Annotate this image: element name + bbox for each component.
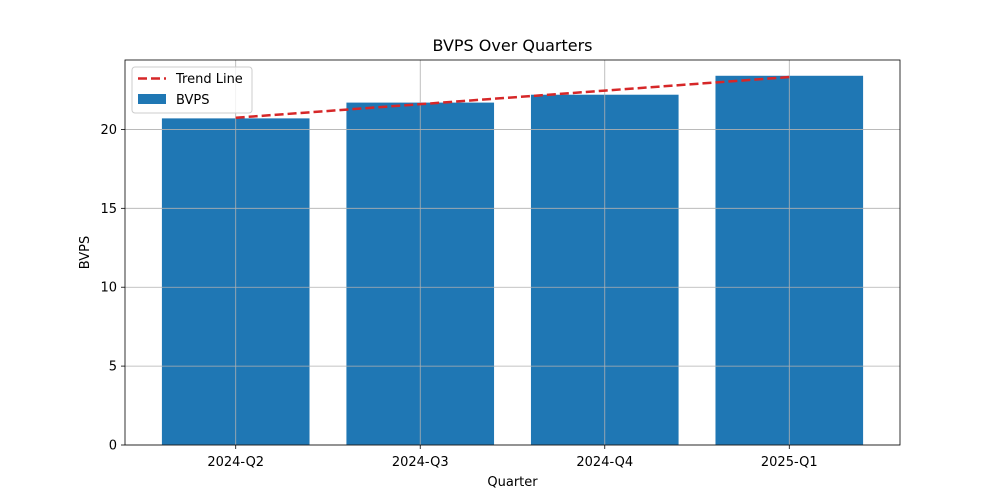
trend-layer (235, 75, 790, 119)
x-tick-label: 2024-Q3 (392, 455, 449, 470)
y-tick-label: 5 (109, 360, 117, 375)
chart-title: BVPS Over Quarters (432, 36, 592, 55)
trend-line (235, 75, 790, 119)
legend-label-trend: Trend Line (175, 72, 243, 87)
x-tick-label: 2024-Q4 (576, 455, 633, 470)
legend: Trend Line BVPS (131, 66, 253, 114)
x-tick-label: 2025-Q1 (761, 455, 818, 470)
ticks-layer: 2024-Q2 2024-Q3 2024-Q4 2025-Q1 0 5 10 15 20 (100, 123, 817, 470)
y-tick-label: 20 (100, 123, 117, 138)
y-tick-label: 10 (100, 281, 117, 296)
grid-layer (125, 60, 900, 446)
y-axis-label: BVPS (78, 236, 93, 270)
x-axis-label: Quarter (487, 475, 538, 490)
legend-label-bvps: BVPS (176, 93, 210, 108)
plot-area-frame (124, 59, 901, 446)
legend-bvps-swatch (138, 94, 166, 104)
y-tick-label: 15 (100, 202, 117, 217)
y-tick-label: 0 (109, 439, 117, 454)
x-tick-label: 2024-Q2 (207, 455, 264, 470)
